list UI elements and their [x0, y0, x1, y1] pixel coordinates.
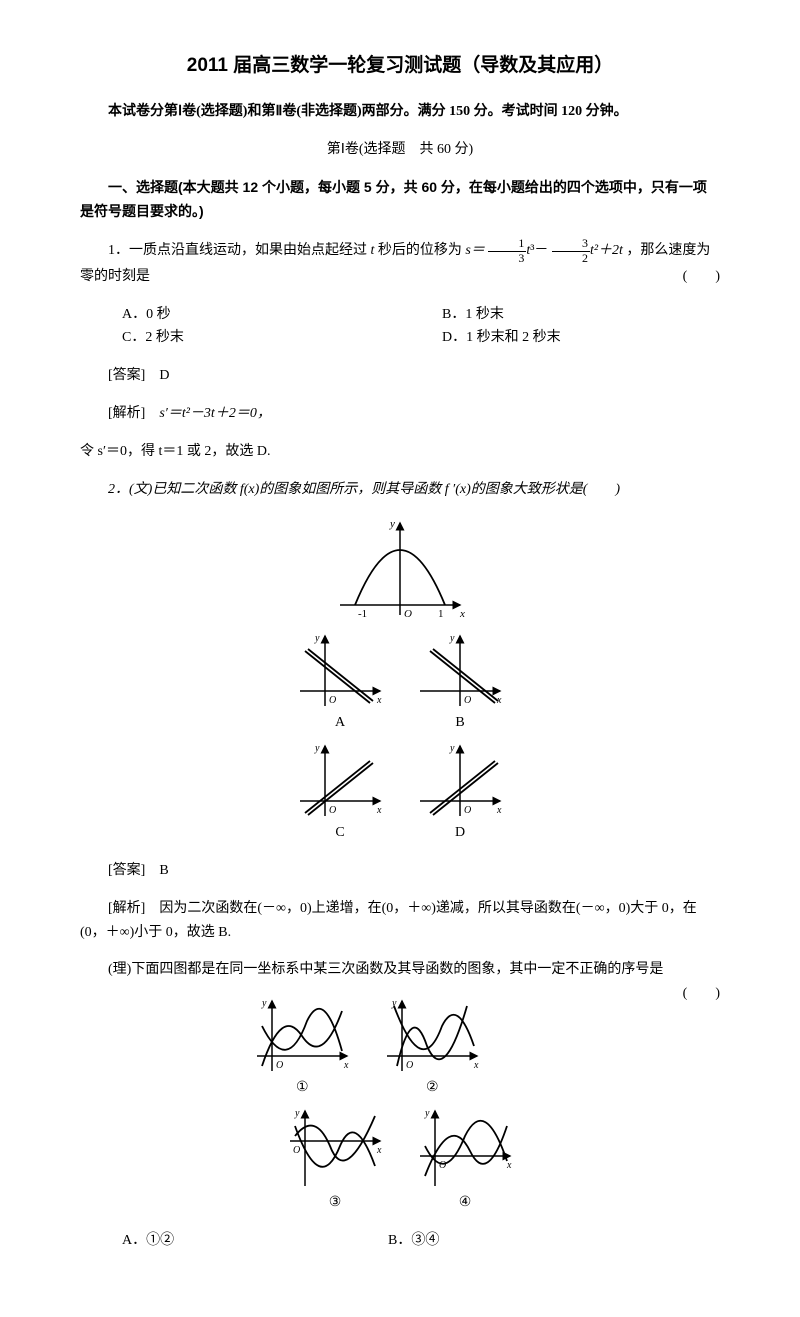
- section-1-head: 一、选择题(本大题共 12 个小题，每小题 5 分，共 60 分，在每小题给出的…: [80, 176, 720, 224]
- svg-text:-1: -1: [358, 608, 367, 620]
- svg-text:y: y: [314, 743, 320, 754]
- option-a-3: A．①②: [80, 1229, 346, 1253]
- svg-text:O: O: [464, 805, 471, 816]
- question-3: (理)下面四图都是在同一坐标系中某三次函数及其导函数的图象，其中一定不正确的序号…: [80, 958, 720, 982]
- option-b-3: B．③④: [346, 1229, 612, 1253]
- svg-text:x: x: [376, 805, 382, 816]
- svg-text:x: x: [459, 608, 465, 620]
- svg-text:y: y: [449, 633, 455, 644]
- q3-row1: x y O ① x y O ②: [80, 996, 720, 1100]
- question-1: 1．一质点沿直线运动，如果由始点起经过 t 秒后的位移为 s＝ 13t³－ 32…: [80, 237, 720, 288]
- svg-text:x: x: [496, 805, 502, 816]
- svg-text:O: O: [293, 1145, 300, 1156]
- svg-text:O: O: [404, 608, 412, 620]
- svg-text:O: O: [464, 695, 471, 706]
- svg-text:x: x: [473, 1060, 479, 1071]
- intro-text: 本试卷分第Ⅰ卷(选择题)和第Ⅱ卷(非选择题)两部分。满分 150 分。考试时间 …: [80, 100, 720, 124]
- svg-text:x: x: [496, 695, 502, 706]
- svg-text:O: O: [329, 805, 336, 816]
- svg-text:x: x: [506, 1160, 512, 1171]
- svg-text:O: O: [406, 1060, 413, 1071]
- svg-text:y: y: [424, 1108, 430, 1119]
- svg-text:y: y: [294, 1108, 300, 1119]
- svg-text:O: O: [439, 1160, 446, 1171]
- analysis-1b: 令 s′＝0，得 t＝1 或 2，故选 D.: [80, 440, 720, 464]
- svg-text:y: y: [391, 998, 397, 1009]
- q2-main-graph: x y -1 O 1: [80, 515, 720, 625]
- subtitle: 第Ⅰ卷(选择题 共 60 分): [80, 138, 720, 162]
- analysis-1a: [解析] s′＝t²－3t＋2＝0，: [80, 402, 720, 426]
- question-2: 2．(文)已知二次函数 f(x)的图象如图所示，则其导函数 f ′(x)的图象大…: [80, 478, 720, 502]
- answer-blank-3: ( ): [655, 982, 720, 1006]
- option-d: D．1 秒末和 2 秒末: [400, 326, 720, 350]
- svg-text:x: x: [376, 1145, 382, 1156]
- page-title: 2011 届高三数学一轮复习测试题（导数及其应用）: [80, 50, 720, 82]
- svg-text:y: y: [449, 743, 455, 754]
- svg-text:x: x: [343, 1060, 349, 1071]
- svg-text:1: 1: [438, 608, 444, 620]
- answer-blank: ( ): [655, 265, 720, 289]
- answer-1: [答案] D: [80, 364, 720, 388]
- svg-text:y: y: [314, 633, 320, 644]
- svg-text:O: O: [276, 1060, 283, 1071]
- svg-text:y: y: [389, 518, 395, 530]
- svg-text:O: O: [329, 695, 336, 706]
- answer-2: [答案] B: [80, 859, 720, 883]
- q3-row2: x y O ③ x y O ④: [80, 1106, 720, 1215]
- svg-text:y: y: [261, 998, 267, 1009]
- svg-text:x: x: [376, 695, 382, 706]
- analysis-2: [解析] 因为二次函数在(－∞，0)上递增，在(0，＋∞)递减，所以其导函数在(…: [80, 897, 720, 945]
- option-b: B．1 秒末: [400, 303, 720, 327]
- q2-options-row2: x y O C x y O D: [80, 741, 720, 845]
- q2-options-row1: x y O A x y O B: [80, 631, 720, 735]
- option-c: C．2 秒末: [80, 326, 400, 350]
- option-a: A．0 秒: [80, 303, 400, 327]
